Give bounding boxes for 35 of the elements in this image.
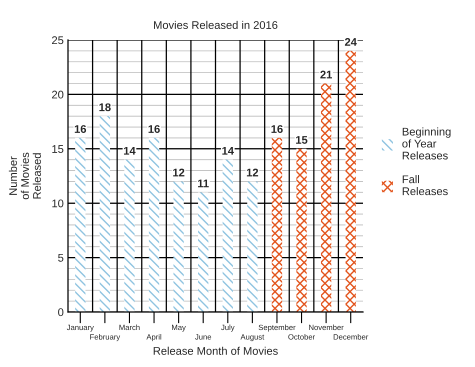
legend-label: Beginning of Year Releases (402, 127, 451, 160)
data-label: 16 (148, 125, 160, 133)
y-tick-label: 5 (58, 254, 64, 262)
y-tick-label: 25 (52, 36, 64, 44)
data-label: 14 (222, 146, 234, 155)
bar (320, 84, 332, 312)
bar (75, 138, 86, 312)
y-tick-label: 0 (58, 308, 64, 316)
bar (247, 181, 258, 312)
data-label: 14 (124, 146, 136, 155)
data-label: 21 (320, 70, 332, 78)
bar (296, 148, 307, 312)
y-tick-label: 15 (52, 145, 64, 153)
data-label: 16 (271, 125, 283, 133)
data-label: 24 (344, 38, 357, 46)
data-label: 15 (296, 136, 308, 144)
y-axis-title: Number of Movies Released (8, 152, 41, 200)
bar (100, 116, 110, 312)
bar (346, 50, 356, 312)
x-axis-title: Release Month of Movies (154, 346, 278, 355)
y-tick-label: 10 (52, 199, 64, 208)
chart-title: Movies Released in 2016 (154, 20, 278, 29)
bar (222, 160, 233, 312)
y-tick-label: 20 (52, 90, 64, 99)
legend-label: Fall Releases (402, 175, 448, 196)
data-label: 12 (246, 168, 258, 176)
data-label: 11 (198, 180, 209, 188)
bar (198, 192, 208, 312)
bar (124, 160, 135, 312)
bar (148, 138, 160, 312)
bar (173, 181, 184, 312)
data-label: 12 (173, 168, 184, 176)
data-label: 16 (74, 125, 86, 133)
bar (272, 138, 282, 312)
data-label: 18 (99, 103, 111, 112)
